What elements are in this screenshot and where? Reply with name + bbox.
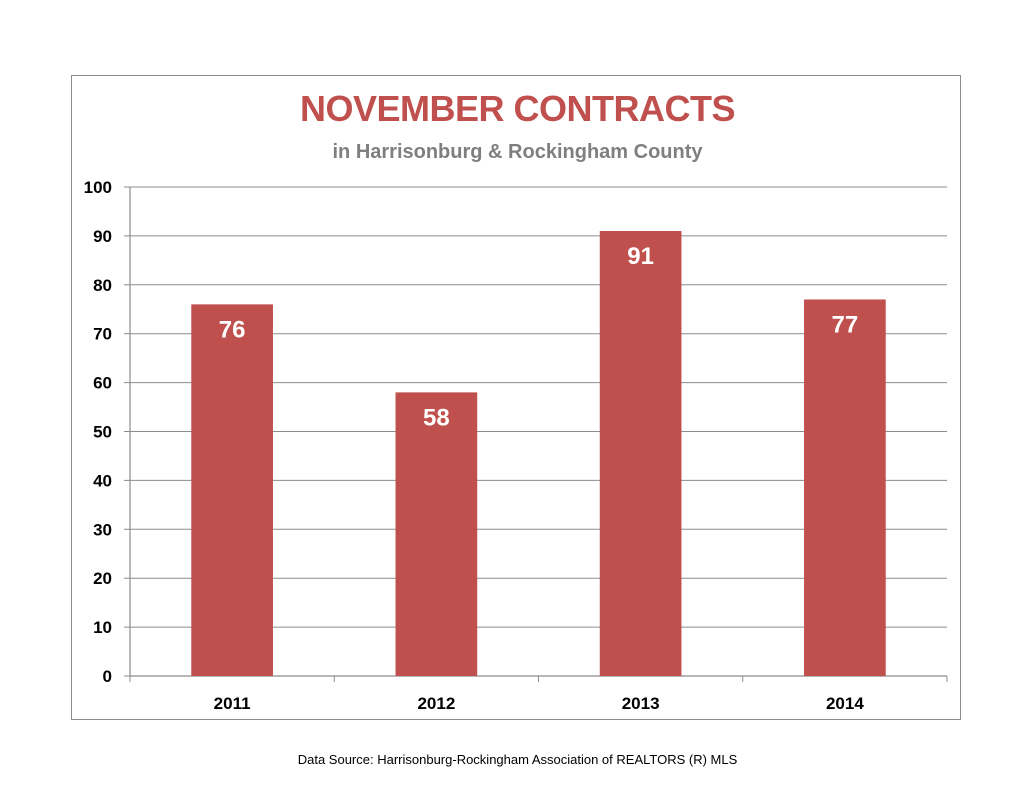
bar-2013 [599, 231, 682, 676]
y-tick-label: 60 [93, 374, 112, 393]
data-label-2011: 76 [219, 316, 246, 343]
data-label-2012: 58 [423, 404, 450, 431]
data-label-2014: 77 [832, 311, 859, 338]
y-tick-label: 20 [93, 569, 112, 588]
y-tick-label: 50 [93, 423, 112, 442]
bar-2014 [804, 299, 886, 676]
y-tick-label: 40 [93, 471, 112, 490]
y-tick-label: 0 [103, 667, 112, 686]
x-tick-label-2011: 2011 [214, 694, 251, 713]
x-tick-label-2013: 2013 [622, 694, 660, 713]
chart-subtitle: in Harrisonburg & Rockingham County [332, 141, 703, 163]
y-tick-label: 80 [93, 276, 112, 295]
y-tick-label: 70 [93, 325, 112, 344]
data-label-2013: 91 [627, 243, 654, 270]
chart-frame [71, 75, 961, 720]
x-tick-label-2014: 2014 [826, 694, 864, 713]
x-tick-label-2012: 2012 [417, 694, 455, 713]
bar-2012 [395, 392, 478, 676]
y-tick-label: 10 [93, 618, 112, 637]
chart-title: NOVEMBER CONTRACTS [299, 88, 736, 129]
data-source-note: Data Source: Harrisonburg-Rockingham Ass… [297, 752, 738, 767]
y-tick-label: 30 [93, 520, 112, 539]
y-tick-label: 100 [84, 178, 112, 197]
y-tick-label: 90 [93, 227, 112, 246]
bar-2011 [191, 304, 273, 676]
